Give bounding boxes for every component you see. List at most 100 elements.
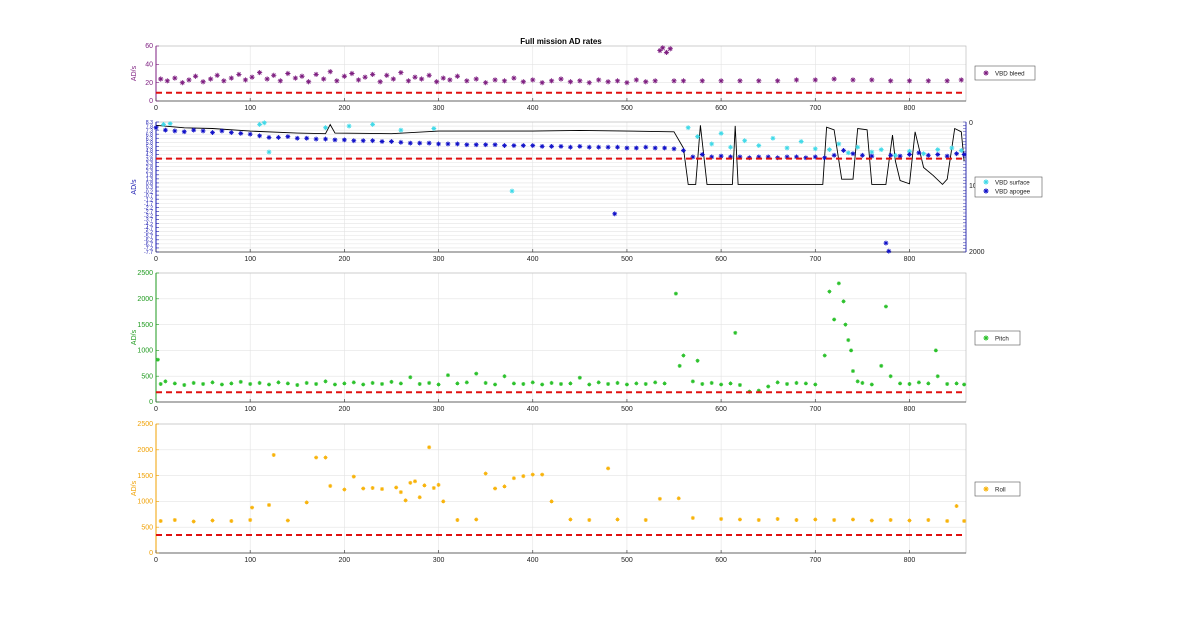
y-tick-label: 4.3	[146, 153, 153, 159]
data-point	[271, 72, 277, 78]
data-point	[944, 78, 950, 84]
data-point	[849, 348, 854, 353]
data-point	[700, 381, 705, 386]
data-point	[667, 46, 673, 52]
data-point	[228, 130, 234, 135]
data-point	[850, 517, 855, 522]
data-point	[473, 142, 479, 148]
y-tick-label: 2.8	[146, 165, 153, 171]
data-point	[719, 382, 724, 387]
data-point	[737, 517, 742, 522]
data-point	[606, 381, 611, 386]
data-point	[389, 139, 394, 144]
data-point	[221, 78, 227, 84]
data-point	[756, 388, 761, 393]
data-point	[596, 77, 602, 83]
data-point	[360, 138, 366, 144]
data-point	[422, 483, 427, 488]
data-point	[370, 122, 376, 127]
data-point	[737, 78, 743, 84]
data-point	[657, 496, 662, 501]
data-point	[257, 122, 263, 127]
data-point	[813, 382, 818, 387]
data-point	[921, 151, 927, 157]
y-tick-label: 7.8	[146, 124, 153, 130]
y-tick-label: -3.2	[144, 214, 153, 220]
y-tick-label: -6.2	[144, 238, 153, 244]
y-tick-label: 4.8	[146, 149, 153, 155]
data-point	[699, 152, 705, 157]
data-point	[681, 353, 686, 358]
data-point	[261, 120, 267, 126]
data-point	[417, 495, 422, 500]
data-point	[285, 381, 290, 386]
data-point	[883, 240, 889, 246]
data-point	[577, 78, 583, 84]
y-tick-label: 1000	[137, 348, 153, 355]
data-point	[869, 153, 875, 159]
data-point	[377, 79, 383, 85]
data-point	[718, 78, 724, 84]
data-point	[242, 77, 249, 83]
data-point	[493, 382, 498, 387]
data-point	[417, 140, 423, 146]
x-tick-label: 700	[809, 406, 821, 413]
data-point	[413, 479, 418, 484]
data-point	[161, 122, 166, 127]
data-point	[167, 121, 173, 127]
data-point	[615, 517, 620, 522]
data-point	[445, 141, 451, 147]
data-point	[427, 380, 432, 385]
data-point	[436, 141, 441, 147]
data-point	[614, 78, 621, 84]
x-tick-label: 600	[715, 557, 727, 564]
data-point	[961, 152, 967, 157]
data-point	[954, 504, 959, 509]
data-point	[540, 472, 545, 477]
data-point	[163, 127, 168, 133]
data-point	[643, 381, 648, 386]
data-point	[276, 135, 281, 140]
figure-title: Full mission AD rates	[520, 37, 602, 46]
data-point	[332, 382, 337, 387]
legend-box	[974, 330, 1021, 346]
data-point	[271, 452, 276, 457]
y-axis-label: AD/s	[131, 480, 138, 496]
data-point	[850, 77, 856, 83]
data-point	[355, 77, 362, 83]
data-point	[502, 484, 507, 489]
data-point	[653, 380, 658, 385]
data-point	[643, 79, 649, 85]
data-point	[728, 144, 733, 150]
data-point	[803, 381, 808, 386]
y-tick-label: -6.7	[144, 242, 153, 248]
data-point	[200, 79, 206, 85]
data-point	[434, 79, 440, 85]
data-point	[509, 188, 515, 194]
data-point	[229, 381, 234, 386]
data-point	[577, 375, 582, 380]
data-point	[454, 73, 460, 79]
data-point	[671, 78, 677, 84]
y2-tick-label: 2000	[969, 249, 985, 256]
legend-marker	[983, 188, 989, 194]
x-tick-label: 600	[715, 406, 727, 413]
data-point	[962, 382, 967, 387]
data-point	[652, 145, 658, 151]
panel-pitch: 0 100 200 300 400 500 600 700 800 0 500 1000 1500 200…	[131, 270, 1021, 413]
data-point	[228, 75, 234, 81]
data-point	[733, 330, 738, 335]
data-point	[586, 80, 592, 86]
legend-marker	[983, 335, 989, 341]
x-tick-label: 300	[433, 105, 445, 112]
data-point	[501, 78, 508, 84]
data-point	[926, 381, 931, 386]
data-point	[201, 381, 206, 386]
data-point	[892, 152, 898, 158]
y-tick-label: -2.7	[144, 210, 153, 216]
data-point	[681, 148, 686, 153]
data-point	[285, 518, 290, 523]
data-point	[394, 485, 399, 490]
data-point	[370, 485, 375, 490]
data-point	[210, 130, 215, 135]
